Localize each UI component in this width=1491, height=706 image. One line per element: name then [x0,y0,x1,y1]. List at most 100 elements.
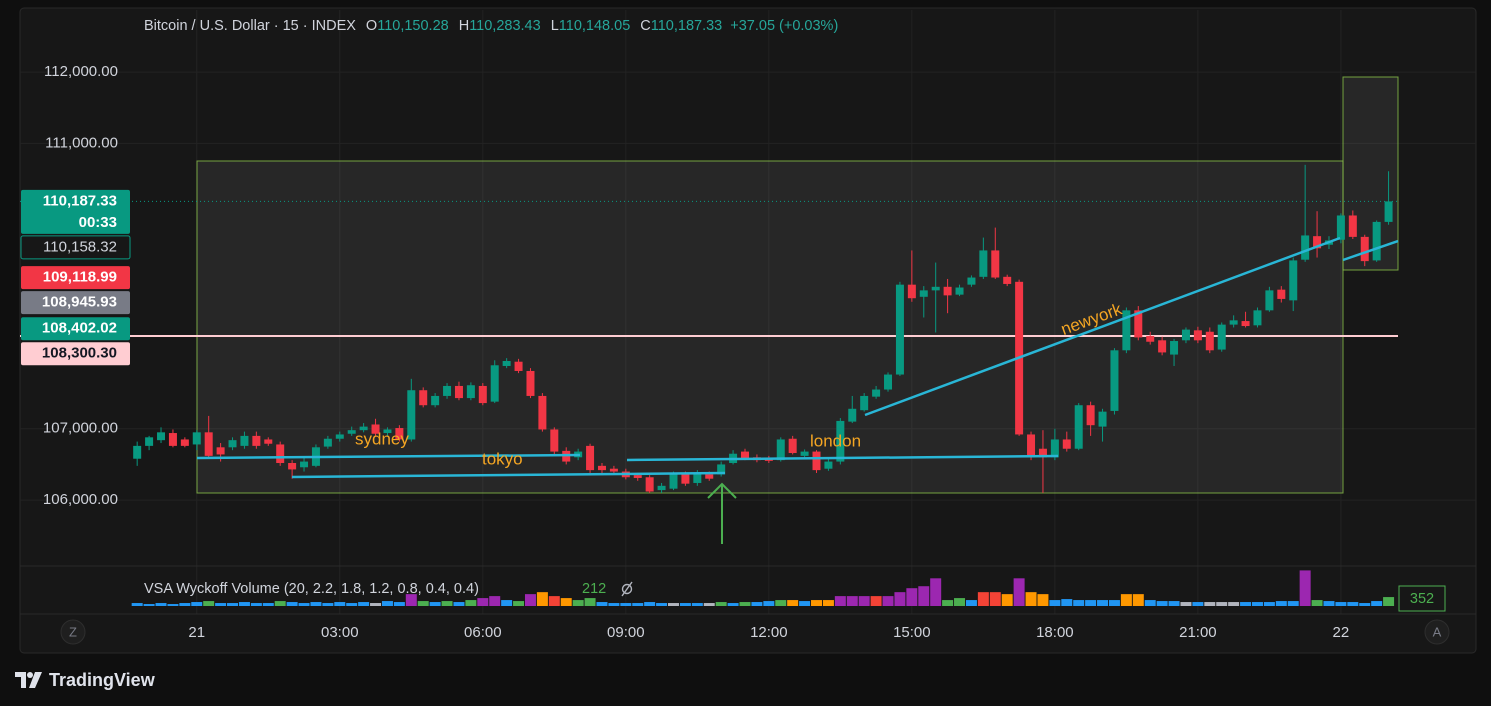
candle-body [884,374,893,390]
candle-body [609,468,618,472]
price-label: 108,945.93 [42,294,117,311]
candle-body [264,439,273,444]
volume-bar [1311,600,1323,606]
volume-bar [358,602,370,606]
x-tick-label: 22 [1333,624,1350,641]
volume-bar [679,603,691,606]
volume-bar [1049,600,1061,606]
volume-bar [1287,601,1299,606]
volume-bar [286,602,298,606]
candle-body [717,464,726,475]
volume-bar [870,596,882,606]
logo-part [15,672,26,688]
volume-bar [513,601,525,606]
price-label: 110,187.33 [43,192,117,209]
candle-body [133,445,142,459]
candle-body [478,385,487,404]
ohlc-key: H [458,18,470,34]
x-tick-label: 06:00 [464,624,502,641]
candle-body [347,430,356,434]
candle-body [192,432,201,445]
symbol: Bitcoin / U.S. Dollar · 15 · INDEX [144,18,356,34]
candle-body [1050,439,1059,458]
volume-bar [1156,601,1168,606]
volume-bar [1013,578,1025,606]
volume-bar [191,602,203,606]
candle-body [633,475,642,478]
volume-bar [524,594,536,606]
candle-body [1348,215,1357,237]
candle-body [145,437,154,446]
candle-body [1003,276,1012,284]
candle-body [1062,439,1071,449]
change: +37.05 (+0.03%) [730,18,839,34]
candle-body [907,284,916,299]
candle-body [645,477,654,492]
volume-bar [942,600,954,606]
volume-bar [155,603,167,606]
volume-bar [954,598,966,606]
candle-body [1146,336,1155,342]
zoom-button[interactable] [60,619,86,645]
candle-body [180,439,189,446]
candle-body [1229,320,1238,325]
ohlc-legend: O110,150.28 H110,283.43 L110,148.05 C110,18… [356,18,722,34]
candle-body [1122,310,1131,351]
auto-button-label[interactable]: A [1433,624,1442,639]
volume-bar [1097,600,1109,606]
volume-bar [727,603,739,606]
candle-body [359,426,368,431]
annotation: london [810,431,861,450]
volume-bar [1263,602,1275,606]
volume-bar [811,600,823,606]
visibility-icon[interactable] [621,581,633,597]
candle-body [1277,289,1286,299]
countdown: 00:33 [79,214,117,231]
candle-body [168,433,177,446]
volume-bar [346,603,358,606]
candle-body [371,424,380,434]
candle-body [1181,329,1190,341]
ohlc-key: C [640,18,651,34]
candle-body [323,438,332,447]
candle-body [1265,290,1274,311]
x-tick-label: 18:00 [1036,624,1074,641]
candle-body [657,485,666,491]
volume-bar [644,602,656,606]
volume-bar [203,601,215,606]
candle-body [979,250,988,277]
annotation: tokyo [482,449,523,468]
grid [20,10,1476,614]
x-tick-label: 21 [188,624,205,641]
volume-bar [381,601,393,606]
y-tick-label: 112,000.00 [44,63,118,80]
volume-bar [691,603,703,606]
auto-button[interactable] [1424,619,1450,645]
candle-body [1098,411,1107,427]
trend-line [291,471,726,479]
candle-body [705,474,714,479]
ohlc-value: 110,187.33 [650,18,723,34]
volume-bar [1299,570,1311,606]
volume-bar [274,601,286,606]
y-tick-label: 111,000.00 [45,134,118,151]
volume-bar [131,603,143,606]
candle-body [669,474,678,489]
volume-bar [322,603,334,606]
volume-title: VSA Wyckoff Volume (20, 2.2, 1.8, 1.2, 0… [144,581,479,597]
volume-bar [1359,603,1371,606]
volume-bar [965,600,977,606]
price-lines [20,200,1398,338]
zoom-button-label[interactable]: Z [69,624,77,639]
volume-bar [548,596,560,606]
volume-bar [703,603,715,606]
candle-body [1027,434,1036,458]
volume-bar [1120,594,1132,606]
volume-bar [1347,602,1359,606]
range-box [196,160,1344,494]
volume-value-box [1398,585,1446,612]
volume-bar [572,600,584,606]
candle-body [1134,310,1143,338]
candle-body [1253,310,1262,326]
